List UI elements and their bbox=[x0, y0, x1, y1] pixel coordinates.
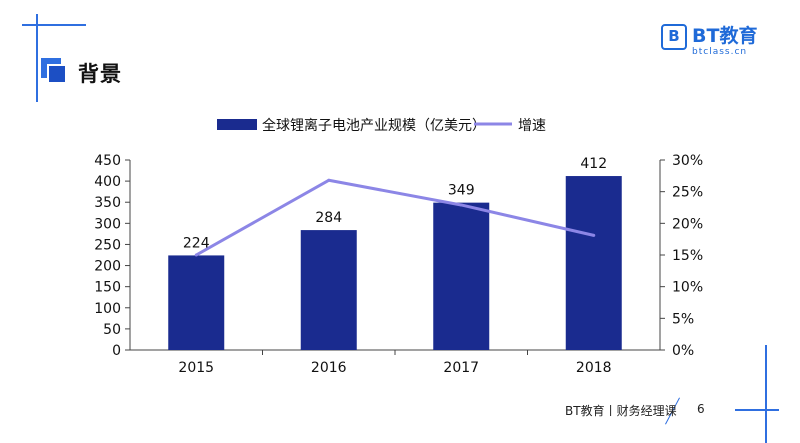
section-icon bbox=[41, 58, 67, 84]
y-left-tick-label: 150 bbox=[94, 280, 121, 296]
bar-value-label: 284 bbox=[315, 210, 342, 226]
legend-bar-label: 全球锂离子电池产业规模（亿美元） bbox=[262, 117, 486, 134]
chart-legend: 全球锂离子电池产业规模（亿美元） 增速 bbox=[217, 117, 546, 134]
y-right-tick-label: 15% bbox=[672, 248, 703, 264]
page-title: 背景 bbox=[78, 62, 122, 86]
chart-bars bbox=[168, 176, 622, 350]
growth-point bbox=[592, 233, 596, 237]
page-number: 6 bbox=[697, 402, 705, 416]
y-left-tick-label: 50 bbox=[103, 322, 121, 338]
bar-value-label: 412 bbox=[580, 156, 607, 172]
bar bbox=[300, 230, 357, 350]
chart-line bbox=[194, 178, 596, 257]
bar-value-label: 224 bbox=[183, 235, 210, 251]
legend-bar-swatch bbox=[217, 119, 257, 130]
growth-line bbox=[195, 178, 595, 257]
logo-mark-icon: B bbox=[661, 24, 687, 50]
y-left-tick-label: 250 bbox=[94, 237, 121, 253]
x-tick-label: 2016 bbox=[311, 360, 347, 376]
x-tick-label: 2015 bbox=[178, 360, 214, 376]
growth-point bbox=[459, 203, 463, 207]
y-left-tick-label: 200 bbox=[94, 259, 121, 275]
bar bbox=[433, 202, 490, 350]
y-right-tick-label: 0% bbox=[672, 343, 694, 359]
y-left-tick-label: 400 bbox=[94, 174, 121, 190]
bar-value-label: 349 bbox=[448, 183, 475, 199]
x-tick-label: 2017 bbox=[443, 360, 479, 376]
growth-point bbox=[327, 178, 331, 182]
chart-labels: 224 284 349 412 bbox=[183, 156, 607, 251]
y-left-tick-label: 100 bbox=[94, 301, 121, 317]
corner-line-left bbox=[36, 14, 38, 102]
y-left-tick-label: 0 bbox=[112, 343, 121, 359]
corner-line-right bbox=[765, 345, 767, 443]
brand-logo: B BT教育 btclass.cn bbox=[661, 24, 771, 58]
legend-line-label: 增速 bbox=[518, 118, 546, 134]
y-right-tick-label: 20% bbox=[672, 216, 703, 232]
y-right-tick-label: 30% bbox=[672, 153, 703, 169]
growth-point bbox=[194, 253, 198, 257]
chart-axes: 0 50 100 150 200 250 300 350 400 450 0% 5% 10% 15% 20%… bbox=[94, 153, 703, 376]
logo-domain: btclass.cn bbox=[692, 47, 748, 57]
corner-line-bottom bbox=[735, 409, 779, 411]
logo-name: BT教育 bbox=[692, 25, 758, 47]
y-right-tick-label: 10% bbox=[672, 280, 703, 296]
y-left-tick-label: 350 bbox=[94, 195, 121, 211]
footer-text: BT教育丨财务经理课 bbox=[565, 404, 677, 418]
corner-line-top bbox=[22, 24, 86, 26]
y-right-tick-label: 5% bbox=[672, 311, 694, 327]
bar bbox=[168, 255, 225, 350]
y-left-tick-label: 300 bbox=[94, 216, 121, 232]
y-right-tick-label: 25% bbox=[672, 185, 703, 201]
x-tick-label: 2018 bbox=[576, 360, 612, 376]
bar bbox=[565, 176, 622, 350]
y-left-tick-label: 450 bbox=[94, 153, 121, 169]
